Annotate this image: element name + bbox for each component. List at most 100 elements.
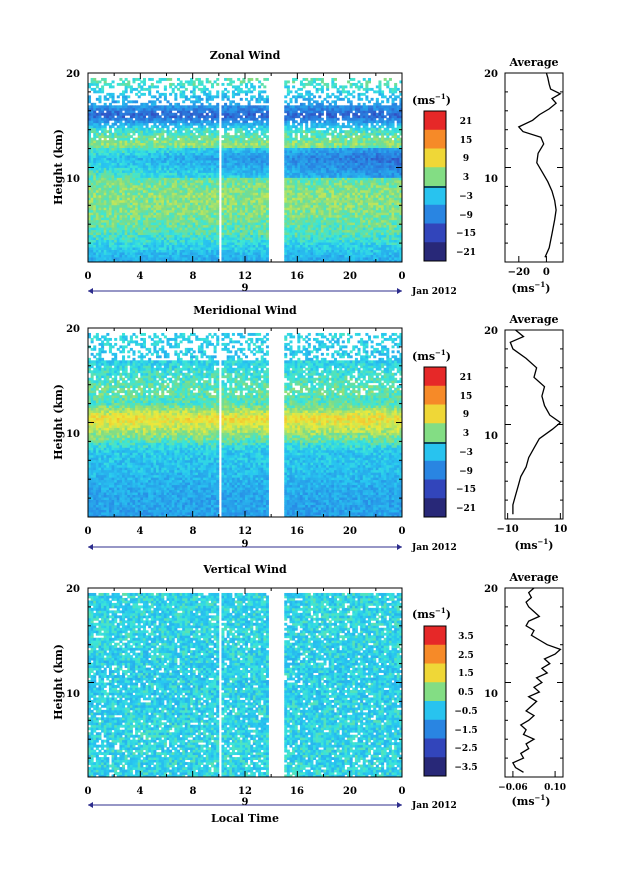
- heatmap-cell: [378, 194, 382, 198]
- heatmap-cell: [302, 162, 306, 166]
- heatmap-cell: [265, 174, 269, 178]
- heatmap-cell: [182, 207, 186, 211]
- heatmap-cell: [106, 219, 110, 223]
- heatmap-cell: [302, 237, 306, 241]
- heatmap-cell: [129, 155, 133, 158]
- heatmap-cell: [101, 224, 105, 228]
- heatmap-cell: [323, 199, 327, 203]
- heatmap-cell: [192, 199, 196, 203]
- heatmap-cell: [93, 209, 97, 213]
- heatmap-cell: [349, 194, 353, 198]
- heatmap-cell: [354, 204, 358, 208]
- heatmap-cell: [192, 165, 196, 168]
- heatmap-cell: [108, 232, 112, 236]
- heatmap-cell: [360, 214, 364, 218]
- heatmap-cell: [158, 219, 162, 223]
- heatmap-cell: [132, 184, 136, 188]
- heatmap-cell: [315, 237, 319, 241]
- heatmap-cell: [336, 184, 340, 188]
- heatmap-cell: [122, 189, 126, 193]
- heatmap-cell: [250, 254, 254, 258]
- heatmap-cell: [171, 177, 175, 181]
- heatmap-cell: [373, 232, 377, 236]
- heatmap-cell: [187, 234, 191, 238]
- heatmap-cell: [339, 199, 343, 203]
- heatmap-cell: [263, 232, 267, 236]
- heatmap-cell: [213, 165, 217, 168]
- heatmap-cell: [176, 219, 180, 223]
- heatmap-cell: [192, 244, 196, 248]
- heatmap-cell: [179, 217, 183, 221]
- heatmap-cell: [307, 239, 311, 243]
- heatmap-cell: [122, 239, 126, 243]
- heatmap-cell: [341, 259, 345, 262]
- heatmap-cell: [190, 247, 194, 250]
- heatmap-cell: [292, 244, 296, 248]
- heatmap-cell: [127, 150, 131, 153]
- heatmap-cell: [158, 252, 162, 255]
- heatmap-cell: [292, 174, 296, 178]
- heatmap-cell: [213, 179, 217, 183]
- heatmap-cell: [184, 222, 188, 226]
- heatmap-cell: [305, 239, 309, 243]
- heatmap-cell: [129, 150, 133, 153]
- heatmap-cell: [292, 202, 296, 206]
- heatmap-cell: [294, 165, 298, 168]
- heatmap-cell: [195, 254, 199, 258]
- heatmap-cell: [354, 162, 358, 166]
- heatmap-cell: [142, 229, 146, 233]
- heatmap-cell: [310, 249, 314, 253]
- heatmap-cell: [166, 212, 170, 216]
- heatmap-cell: [331, 202, 335, 206]
- heatmap-cell: [260, 242, 264, 245]
- heatmap-cell: [302, 192, 306, 196]
- heatmap-cell: [347, 184, 351, 188]
- heatmap-cell: [161, 152, 165, 156]
- heatmap-cell: [119, 165, 123, 168]
- heatmap-cell: [307, 172, 311, 176]
- heatmap-cell: [307, 229, 311, 233]
- heatmap-cell: [258, 249, 262, 253]
- heatmap-cell: [163, 184, 167, 188]
- heatmap-cell: [137, 244, 141, 248]
- heatmap-cell: [184, 234, 188, 238]
- heatmap-cell: [341, 212, 345, 216]
- heatmap-cell: [208, 204, 212, 208]
- heatmap-cell: [129, 177, 133, 181]
- heatmap-cell: [135, 254, 139, 258]
- heatmap-cell: [114, 254, 118, 258]
- heatmap-cell: [247, 202, 251, 206]
- heatmap-cell: [140, 249, 144, 253]
- heatmap-cell: [221, 189, 225, 193]
- heatmap-cell: [326, 182, 330, 186]
- heatmap-cell: [310, 259, 314, 262]
- heatmap-cell: [216, 229, 220, 233]
- heatmap-cell: [234, 165, 238, 168]
- heatmap-cell: [95, 157, 99, 161]
- heatmap-cell: [383, 157, 387, 161]
- heatmap-cell: [237, 184, 241, 188]
- heatmap-cell: [210, 212, 214, 216]
- heatmap-cell: [258, 237, 262, 241]
- heatmap-cell: [328, 259, 332, 262]
- heatmap-cell: [307, 167, 311, 171]
- heatmap-cell: [98, 207, 102, 211]
- heatmap-cell: [116, 189, 120, 193]
- heatmap-cell: [318, 182, 322, 186]
- heatmap-cell: [331, 237, 335, 241]
- heatmap-cell: [229, 227, 233, 231]
- heatmap-cell: [242, 189, 246, 193]
- heatmap-cell: [224, 249, 228, 253]
- heatmap-cell: [156, 165, 160, 168]
- heatmap-cell: [234, 155, 238, 158]
- heatmap-cell: [174, 237, 178, 241]
- heatmap-cell: [297, 207, 301, 211]
- heatmap-cell: [302, 197, 306, 201]
- heatmap-cell: [292, 155, 296, 158]
- heatmap-cell: [265, 242, 269, 245]
- heatmap-cell: [331, 224, 335, 228]
- heatmap-cell: [205, 259, 209, 262]
- heatmap-cell: [132, 187, 136, 191]
- heatmap-cell: [302, 174, 306, 178]
- heatmap-cell: [250, 162, 254, 166]
